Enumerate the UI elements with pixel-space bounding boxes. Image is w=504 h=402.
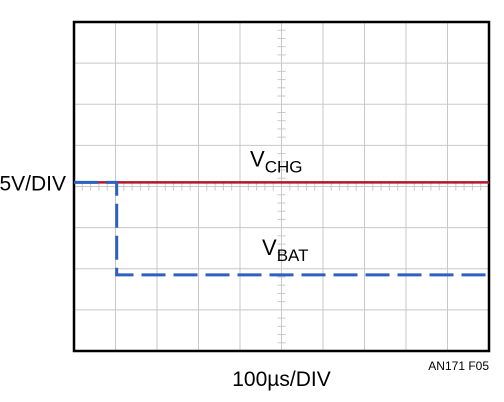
graticule-grid	[74, 22, 489, 351]
traces	[74, 180, 489, 277]
series-label-vchg-main: V	[250, 146, 265, 171]
y-axis-label: 5V/DIV	[0, 172, 66, 195]
series-label-vchg-sub: CHG	[265, 157, 303, 176]
x-axis-label: 100µs/DIV	[232, 368, 330, 391]
series-label-vbat: VBAT	[262, 235, 309, 265]
trace-vbat	[74, 180, 489, 277]
figure-id: AN171 F05	[428, 359, 489, 373]
plot-frame	[72, 20, 491, 353]
series-label-vchg: VCHG	[250, 146, 302, 176]
series-label-vbat-main: V	[262, 235, 277, 260]
series-label-vbat-sub: BAT	[277, 246, 309, 265]
